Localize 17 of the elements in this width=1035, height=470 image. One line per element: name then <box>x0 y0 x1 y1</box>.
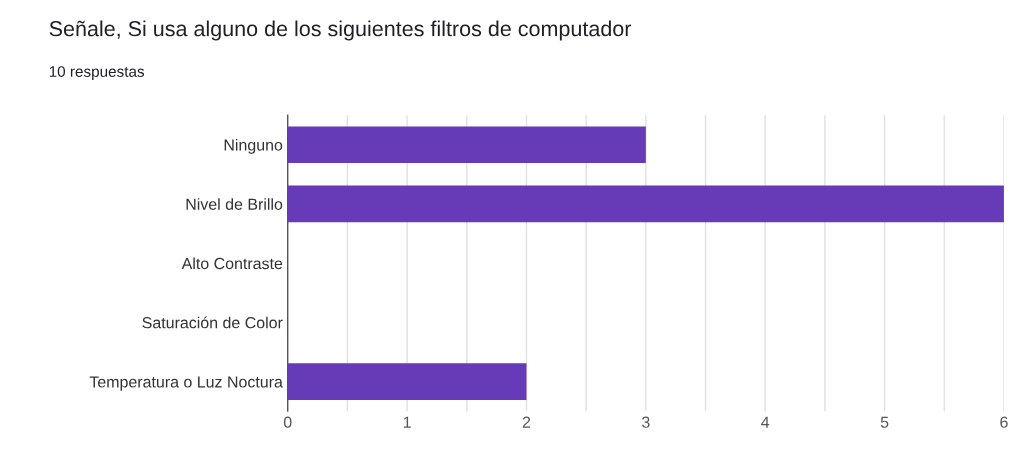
bar <box>287 363 527 400</box>
text: 10 respuestas <box>49 66 145 80</box>
x-tick-label: 4 <box>761 416 770 428</box>
chart-title: Señale, Si usa alguno de los siguientes filtros de computador <box>49 20 632 41</box>
bar <box>287 126 646 164</box>
y-tick-label: Nivel de Brillo <box>186 198 283 210</box>
y-tick-label: Temperatura o Luz Noctura <box>89 376 283 391</box>
x-tick-label: 0 <box>283 416 292 428</box>
x-tick-label: 1 <box>403 416 411 428</box>
x-tick-label: 6 <box>1000 416 1008 428</box>
y-tick-label: Ninguno <box>224 138 283 154</box>
bar <box>287 185 1004 223</box>
x-tick-label: 2 <box>522 416 531 428</box>
x-tick-label: 5 <box>880 416 889 428</box>
y-tick-label: Alto Contraste <box>181 257 283 270</box>
x-tick-label: 3 <box>642 416 650 428</box>
y-tick-label: Saturación de Color <box>142 316 283 329</box>
